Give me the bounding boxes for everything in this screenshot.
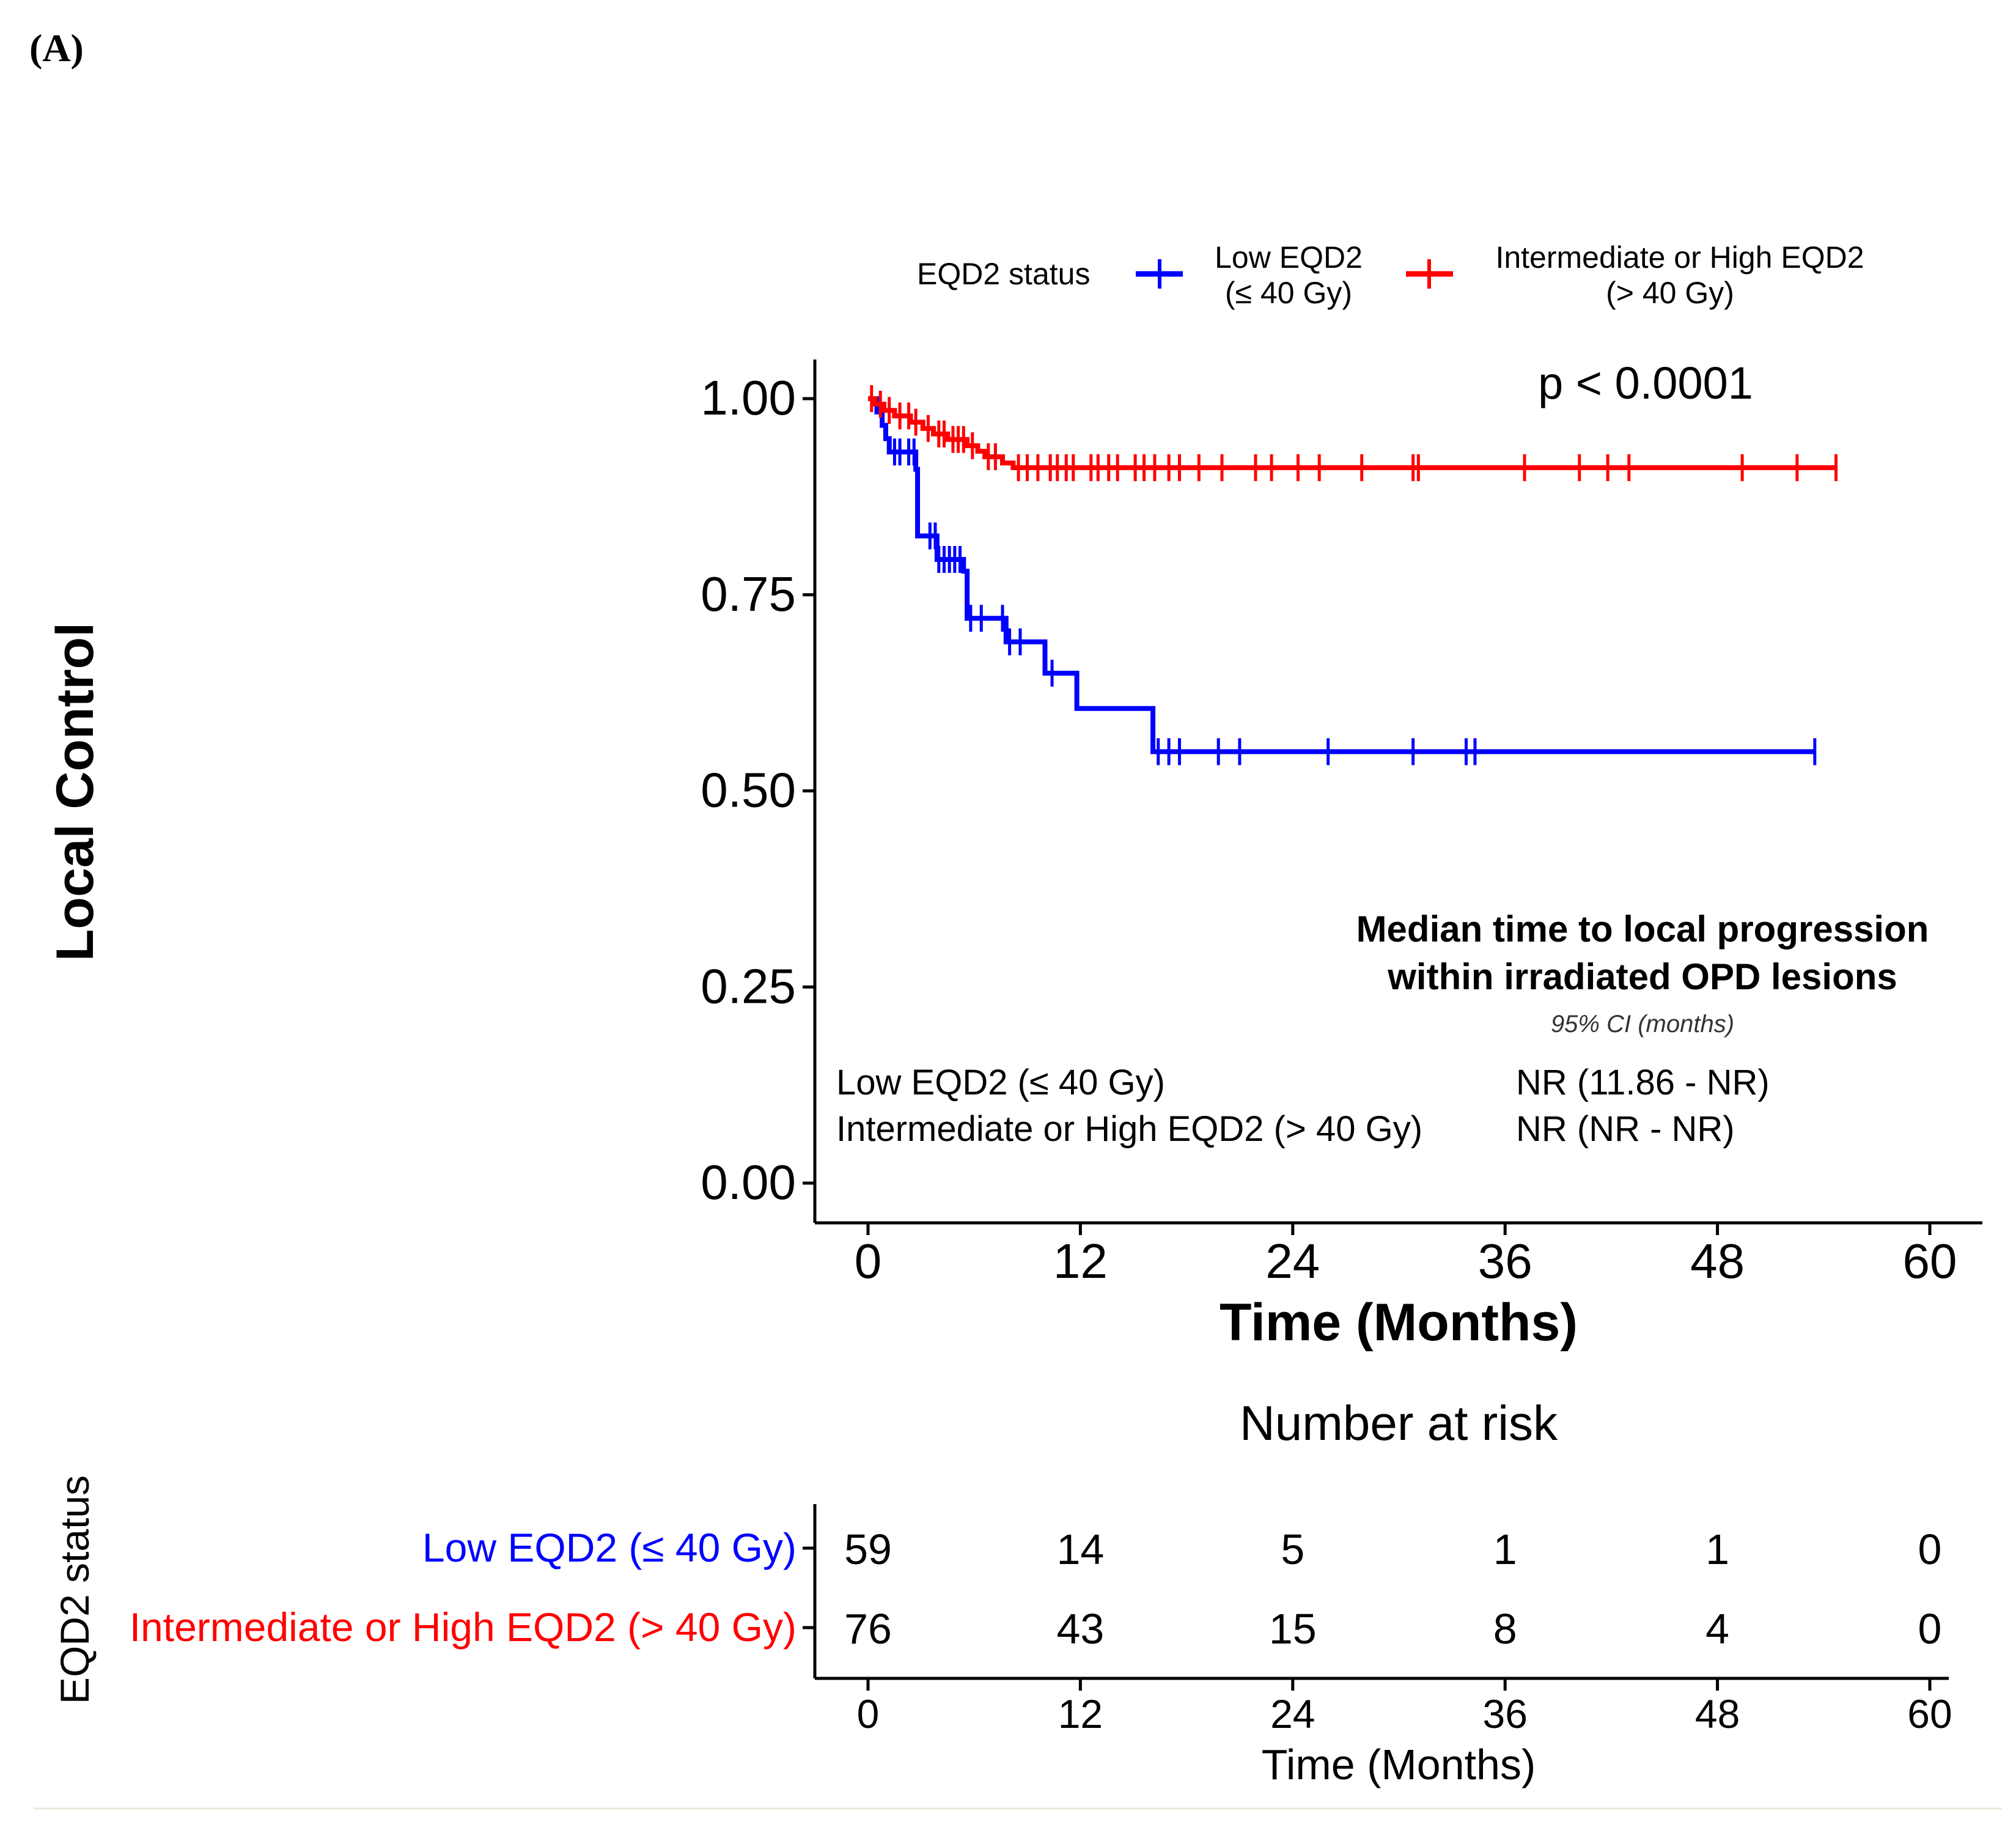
median-heading-line2: within irradiated OPD lesions: [1387, 956, 1897, 997]
x-tick-label: 0: [855, 1234, 882, 1288]
risk-x-tick-label: 36: [1482, 1691, 1527, 1736]
risk-row-label-high: Intermediate or High EQD2 (> 40 Gy): [130, 1604, 796, 1650]
risk-x-tick-label: 24: [1270, 1691, 1315, 1736]
y-tick-label: 1.00: [701, 371, 796, 425]
median-row-value-high: NR (NR - NR): [1516, 1109, 1735, 1149]
median-row-label-high: Intermediate or High EQD2 (> 40 Gy): [836, 1109, 1422, 1149]
legend-key-high: [1406, 259, 1453, 289]
risk-count-high: 4: [1705, 1605, 1729, 1653]
risk-count-low: 5: [1281, 1526, 1304, 1573]
legend-label-high-line2: (> 40 Gy): [1606, 276, 1734, 310]
median-row-value-low: NR (11.86 - NR): [1516, 1063, 1770, 1102]
y-tick-label: 0.25: [701, 959, 796, 1013]
risk-x-tick-label: 12: [1058, 1691, 1103, 1736]
risk-count-low: 1: [1705, 1526, 1729, 1573]
x-tick-label: 24: [1265, 1234, 1320, 1288]
risk-x-tick-label: 0: [857, 1691, 880, 1736]
risk-x-tick-label: 48: [1695, 1691, 1740, 1736]
series-line-high: [868, 396, 1836, 470]
km-plot: 0.00 0.25 0.50 0.75 1.00 0 12 24 36 48 60 Local C…: [46, 358, 1982, 1352]
y-axis-ticks: 0.00 0.25 0.50 0.75 1.00: [701, 371, 815, 1209]
risk-table-x-label: Time (Months): [1262, 1741, 1536, 1788]
panel-label: (A): [29, 26, 84, 70]
risk-count-high: 0: [1918, 1605, 1942, 1653]
x-tick-label: 48: [1690, 1234, 1745, 1288]
y-tick-label: 0.00: [701, 1155, 796, 1209]
p-value: p < 0.0001: [1538, 358, 1753, 408]
legend-key-low: [1136, 259, 1183, 289]
x-axis-label: Time (Months): [1220, 1293, 1578, 1352]
y-tick-label: 0.50: [701, 763, 796, 817]
survival-curves: [868, 385, 1838, 766]
x-tick-label: 60: [1903, 1234, 1957, 1288]
risk-count-low: 1: [1493, 1526, 1517, 1573]
risk-table-y-label: EQD2 status: [52, 1475, 97, 1704]
legend-label-low-line1: Low EQD2: [1215, 240, 1363, 275]
x-tick-label: 36: [1478, 1234, 1532, 1288]
risk-count-high: 76: [844, 1605, 892, 1653]
median-heading-line1: Median time to local progression: [1356, 909, 1929, 950]
x-axis-ticks: 0 12 24 36 48 60: [855, 1223, 1957, 1288]
legend-title: EQD2 status: [917, 257, 1090, 291]
y-axis-label: Local Control: [46, 622, 105, 961]
legend-label-low-line2: (≤ 40 Gy): [1225, 276, 1352, 310]
risk-count-low: 14: [1056, 1526, 1104, 1573]
risk-count-high: 8: [1493, 1605, 1517, 1653]
risk-x-axis-ticks: 0 12 24 36 48 60: [857, 1678, 1952, 1736]
risk-table: Number at risk Low EQD2 (≤ 40 Gy) 59 14 5 1 1…: [52, 1396, 1952, 1788]
legend-label-high-line1: Intermediate or High EQD2: [1495, 240, 1864, 275]
y-tick-label: 0.75: [701, 567, 796, 621]
median-row-label-low: Low EQD2 (≤ 40 Gy): [836, 1063, 1165, 1102]
risk-count-high: 15: [1269, 1605, 1317, 1653]
legend: EQD2 status Low EQD2 (≤ 40 Gy) Intermedi…: [917, 240, 1864, 310]
risk-table-title: Number at risk: [1240, 1396, 1558, 1450]
series-line-low: [868, 396, 1815, 755]
x-tick-label: 12: [1053, 1234, 1108, 1288]
risk-row-label-low: Low EQD2 (≤ 40 Gy): [422, 1525, 796, 1570]
risk-x-tick-label: 60: [1907, 1691, 1952, 1736]
risk-table-rows: Low EQD2 (≤ 40 Gy) 59 14 5 1 1 0 Intermediate o…: [130, 1525, 1942, 1653]
median-subheading: 95% CI (months): [1551, 1011, 1734, 1038]
risk-count-high: 43: [1056, 1605, 1104, 1653]
risk-count-low: 0: [1918, 1526, 1942, 1573]
median-time-annotation: Median time to local progression within …: [836, 909, 1929, 1149]
risk-count-low: 59: [844, 1526, 892, 1573]
